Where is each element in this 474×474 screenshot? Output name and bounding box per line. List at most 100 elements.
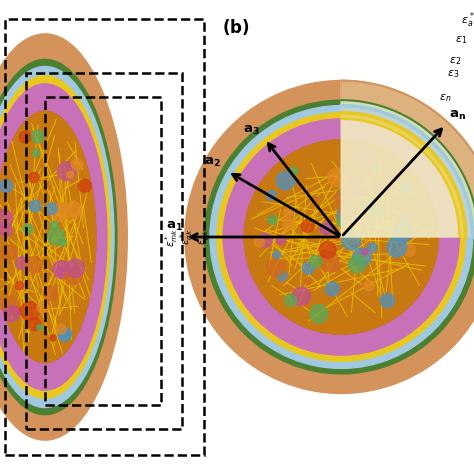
Text: $\mathbf{(b)}$: $\mathbf{(b)}$ bbox=[222, 17, 250, 36]
Text: $\varepsilon_n$: $\varepsilon_n$ bbox=[439, 92, 451, 103]
Circle shape bbox=[37, 301, 48, 313]
Circle shape bbox=[21, 302, 39, 320]
Circle shape bbox=[267, 259, 285, 276]
Circle shape bbox=[348, 176, 368, 197]
Circle shape bbox=[401, 213, 410, 222]
Circle shape bbox=[342, 230, 361, 250]
Circle shape bbox=[56, 324, 66, 334]
Circle shape bbox=[29, 173, 39, 182]
Circle shape bbox=[0, 224, 12, 237]
Text: $\varepsilon_2$: $\varepsilon_2$ bbox=[449, 55, 462, 66]
Circle shape bbox=[364, 198, 382, 216]
Circle shape bbox=[43, 286, 58, 301]
Circle shape bbox=[337, 205, 353, 221]
Circle shape bbox=[387, 237, 407, 257]
Circle shape bbox=[57, 162, 76, 181]
Circle shape bbox=[400, 182, 412, 194]
Ellipse shape bbox=[0, 110, 97, 364]
Ellipse shape bbox=[0, 83, 108, 391]
Polygon shape bbox=[341, 100, 474, 237]
Circle shape bbox=[67, 171, 74, 178]
Text: $\varepsilon^*_{pk}$: $\varepsilon^*_{pk}$ bbox=[194, 228, 211, 246]
Circle shape bbox=[344, 171, 357, 184]
Text: $\mathbf{a_n}$: $\mathbf{a_n}$ bbox=[449, 109, 466, 122]
Circle shape bbox=[371, 163, 379, 171]
Circle shape bbox=[319, 251, 338, 271]
Circle shape bbox=[255, 237, 264, 247]
Circle shape bbox=[0, 296, 18, 314]
Circle shape bbox=[59, 239, 66, 246]
Ellipse shape bbox=[0, 59, 118, 415]
Circle shape bbox=[348, 255, 366, 273]
Circle shape bbox=[328, 168, 346, 187]
Circle shape bbox=[266, 191, 276, 200]
Circle shape bbox=[277, 271, 287, 281]
Circle shape bbox=[368, 243, 377, 253]
Circle shape bbox=[19, 131, 31, 143]
Circle shape bbox=[12, 306, 21, 315]
Circle shape bbox=[185, 81, 474, 393]
Text: $\varepsilon_1$: $\varepsilon_1$ bbox=[455, 34, 467, 46]
Circle shape bbox=[50, 221, 58, 230]
Circle shape bbox=[333, 264, 341, 272]
Circle shape bbox=[289, 167, 298, 176]
Circle shape bbox=[47, 228, 64, 245]
Circle shape bbox=[223, 119, 459, 355]
Circle shape bbox=[59, 328, 72, 341]
Ellipse shape bbox=[0, 33, 128, 441]
Circle shape bbox=[15, 281, 24, 290]
Text: $\varepsilon^*_{mk}$: $\varepsilon^*_{mk}$ bbox=[164, 228, 181, 246]
Text: $\varepsilon^*_{qk}$: $\varepsilon^*_{qk}$ bbox=[179, 228, 196, 246]
Text: $\varepsilon_3$: $\varepsilon_3$ bbox=[447, 69, 460, 80]
Circle shape bbox=[337, 190, 345, 197]
Circle shape bbox=[31, 130, 45, 143]
Circle shape bbox=[301, 219, 314, 233]
Circle shape bbox=[52, 205, 58, 211]
Circle shape bbox=[26, 256, 42, 273]
Circle shape bbox=[302, 263, 314, 274]
Circle shape bbox=[284, 294, 297, 307]
Circle shape bbox=[244, 140, 438, 334]
Circle shape bbox=[27, 318, 41, 331]
Circle shape bbox=[78, 179, 91, 192]
Circle shape bbox=[337, 216, 347, 227]
Circle shape bbox=[50, 335, 56, 341]
Circle shape bbox=[244, 140, 438, 334]
Text: $\varepsilon^*_a$: $\varepsilon^*_a$ bbox=[461, 10, 474, 30]
Circle shape bbox=[393, 222, 413, 242]
Circle shape bbox=[380, 293, 394, 308]
Circle shape bbox=[362, 249, 368, 255]
Circle shape bbox=[217, 113, 465, 361]
Circle shape bbox=[403, 211, 414, 222]
Circle shape bbox=[310, 255, 321, 267]
Circle shape bbox=[283, 207, 293, 217]
Bar bbox=[5, 19, 204, 455]
Circle shape bbox=[326, 282, 339, 296]
Circle shape bbox=[283, 217, 295, 229]
Circle shape bbox=[0, 210, 13, 228]
Circle shape bbox=[268, 215, 277, 225]
Text: $\mathbf{a_1}$: $\mathbf{a_1}$ bbox=[165, 220, 182, 233]
Circle shape bbox=[36, 325, 43, 330]
Bar bbox=[26, 73, 182, 429]
Circle shape bbox=[65, 267, 82, 284]
Ellipse shape bbox=[0, 75, 111, 399]
Circle shape bbox=[204, 100, 474, 374]
Circle shape bbox=[372, 179, 387, 194]
Circle shape bbox=[349, 212, 365, 228]
Circle shape bbox=[56, 267, 65, 276]
Circle shape bbox=[210, 106, 473, 368]
Circle shape bbox=[276, 172, 295, 190]
Circle shape bbox=[53, 261, 71, 279]
Circle shape bbox=[29, 201, 41, 212]
Polygon shape bbox=[341, 81, 474, 237]
Circle shape bbox=[362, 178, 371, 187]
Ellipse shape bbox=[0, 110, 97, 364]
Circle shape bbox=[276, 235, 286, 245]
Circle shape bbox=[304, 278, 311, 284]
Circle shape bbox=[353, 248, 371, 266]
Circle shape bbox=[328, 227, 340, 239]
Circle shape bbox=[364, 281, 374, 291]
Circle shape bbox=[404, 245, 415, 256]
Circle shape bbox=[310, 305, 328, 323]
